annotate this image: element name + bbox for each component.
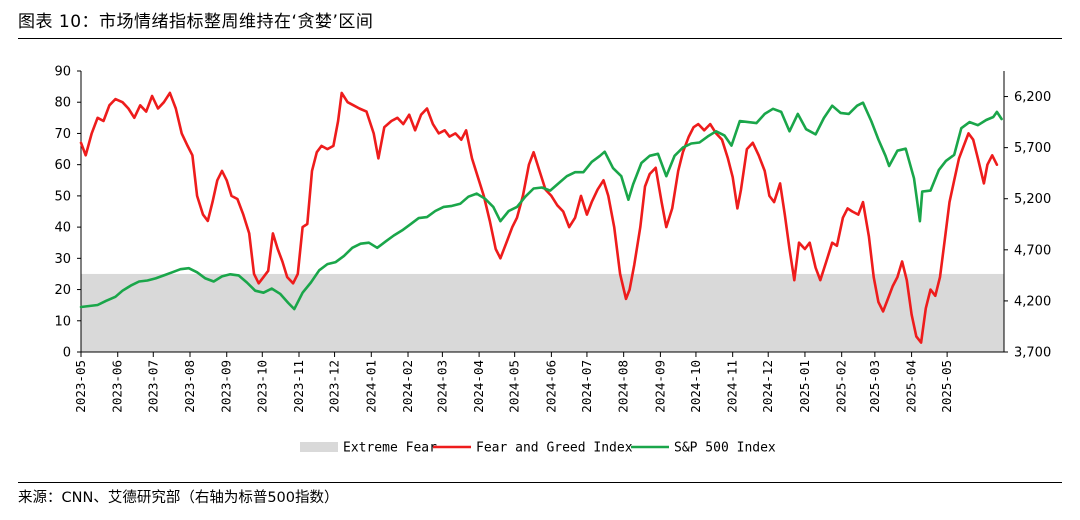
x-tick-label: 2024-01 (363, 360, 378, 413)
x-tick-label: 2024-10 (688, 360, 703, 413)
x-tick-label: 2023-06 (110, 360, 125, 413)
x-tick-label: 2025-02 (834, 360, 849, 413)
legend-label-extreme-fear: Extreme Fear (343, 441, 437, 456)
left-tick-label: 30 (54, 252, 71, 267)
left-tick-label: 40 (54, 221, 71, 236)
x-tick-label: 2023-12 (327, 360, 342, 413)
right-tick-label: 5,200 (1014, 192, 1051, 207)
extreme-fear-band (81, 273, 1004, 352)
right-tick-label: 4,200 (1014, 294, 1051, 309)
left-tick-label: 90 (54, 65, 71, 80)
s-p-500-index-line (79, 101, 1003, 311)
x-tick-label: 2023-09 (219, 360, 234, 413)
x-tick-label: 2024-07 (579, 360, 594, 413)
x-tick-label: 2023-10 (254, 360, 269, 413)
fear-and-greed-index-line (79, 91, 999, 344)
right-tick-label: 3,700 (1014, 346, 1051, 361)
legend: Extreme Fear Fear and Greed Index S&P 500 … (300, 441, 776, 456)
left-tick-label: 50 (54, 189, 71, 204)
x-tick-label: 2023-07 (145, 360, 160, 413)
x-tick-label: 2023-05 (73, 360, 88, 413)
x-tick-label: 2023-08 (182, 360, 197, 413)
legend-label-s-p-500-index: S&P 500 Index (674, 441, 776, 456)
x-tick-label: 2024-05 (507, 360, 522, 413)
left-tick-label: 80 (54, 96, 71, 111)
x-tick-label: 2024-09 (652, 360, 667, 413)
right-tick-label: 5,700 (1014, 141, 1051, 156)
extreme-fear-band-layer (81, 273, 1004, 352)
x-tick-label: 2025-05 (939, 360, 954, 413)
x-tick-label: 2023-11 (291, 360, 306, 413)
left-tick-label: 70 (54, 127, 71, 142)
x-tick-label: 2024-02 (400, 360, 415, 413)
x-tick-label: 2024-12 (760, 360, 775, 413)
x-tick-label: 2025-03 (867, 360, 882, 413)
x-tick-label: 2024-08 (616, 360, 631, 413)
left-tick-label: 20 (54, 283, 71, 298)
x-tick-label: 2024-11 (725, 360, 740, 413)
x-tick-label: 2024-04 (471, 360, 486, 413)
right-tick-label: 6,200 (1014, 90, 1051, 105)
legend-swatch-extreme-fear (300, 442, 338, 452)
left-tick-label: 0 (63, 346, 71, 361)
x-tick-label: 2025-04 (904, 360, 919, 413)
right-tick-label: 4,700 (1014, 243, 1051, 258)
x-tick-label: 2025-01 (797, 360, 812, 413)
series-layer (79, 91, 1003, 344)
chart-title: 图表 10：市场情绪指标整周维持在‘贪婪’区间 (18, 8, 1062, 39)
x-tick-label: 2024-03 (434, 360, 449, 413)
left-tick-label: 60 (54, 158, 71, 173)
x-tick-label: 2024-06 (543, 360, 558, 413)
legend-label-fear-and-greed-index: Fear and Greed Index (476, 441, 633, 456)
axis-layer: 0 10 20 30 40 50 60 70 80 90 3,700 4,200 4,700 5,200 5… (54, 65, 1051, 413)
source-note: 来源：CNN、艾德研究部（右轴为标普500指数） (18, 482, 1062, 513)
left-tick-label: 10 (54, 314, 71, 329)
